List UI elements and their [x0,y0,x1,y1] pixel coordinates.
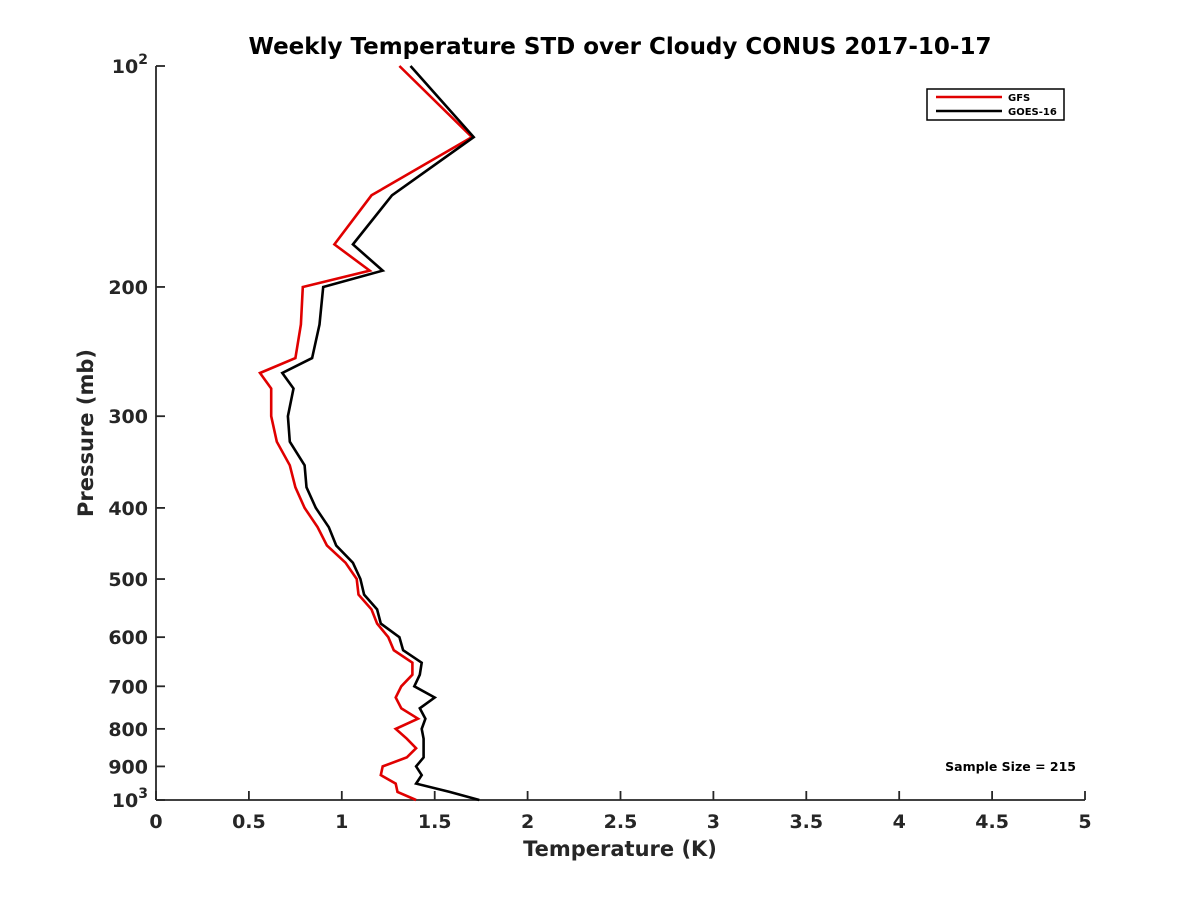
y-tick-label: 300 [108,406,148,428]
x-tick-label: 4.5 [975,811,1009,833]
y-tick-label: 600 [108,627,148,649]
x-tick-label: 2 [521,811,534,833]
y-axis-label: Pressure (mb) [74,349,98,517]
legend: GFS GOES-16 [926,88,1065,121]
series-lines [257,65,480,802]
x-axis-label: Temperature (K) [523,837,717,861]
x-tick-label: 3.5 [789,811,823,833]
y-tick-label: 700 [108,676,148,698]
x-axis-ticks: 0 0.5 1 1.5 2 2.5 3 3.5 4 4.5 5 [149,791,1092,833]
y-tick-label: 102 [112,52,148,78]
legend-label-goes-16: GOES-16 [1008,107,1057,118]
legend-label-gfs: GFS [1008,93,1030,104]
series-line-gfs [257,65,475,802]
y-axis-ticks: 102 200 300 400 500 600 700 800 900 103 [108,52,165,812]
legend-box [926,88,1065,121]
sample-size-annotation: Sample Size = 215 [945,759,1076,774]
x-tick-label: 1.5 [418,811,452,833]
y-tick-label: 400 [108,498,148,520]
y-tick-label: 103 [112,786,148,812]
y-tick-label: 200 [108,277,148,299]
x-tick-label: 5 [1078,811,1091,833]
y-tick-label: 900 [108,756,148,778]
x-tick-label: 4 [893,811,906,833]
x-tick-label: 3 [707,811,720,833]
y-tick-label: 500 [108,569,148,591]
series-line-goes-16 [280,65,480,802]
x-tick-label: 0.5 [232,811,266,833]
x-tick-label: 1 [335,811,348,833]
x-tick-label: 0 [149,811,162,833]
chart-title: Weekly Temperature STD over Cloudy CONUS… [249,34,992,60]
y-tick-label: 800 [108,719,148,741]
x-tick-label: 2.5 [604,811,638,833]
